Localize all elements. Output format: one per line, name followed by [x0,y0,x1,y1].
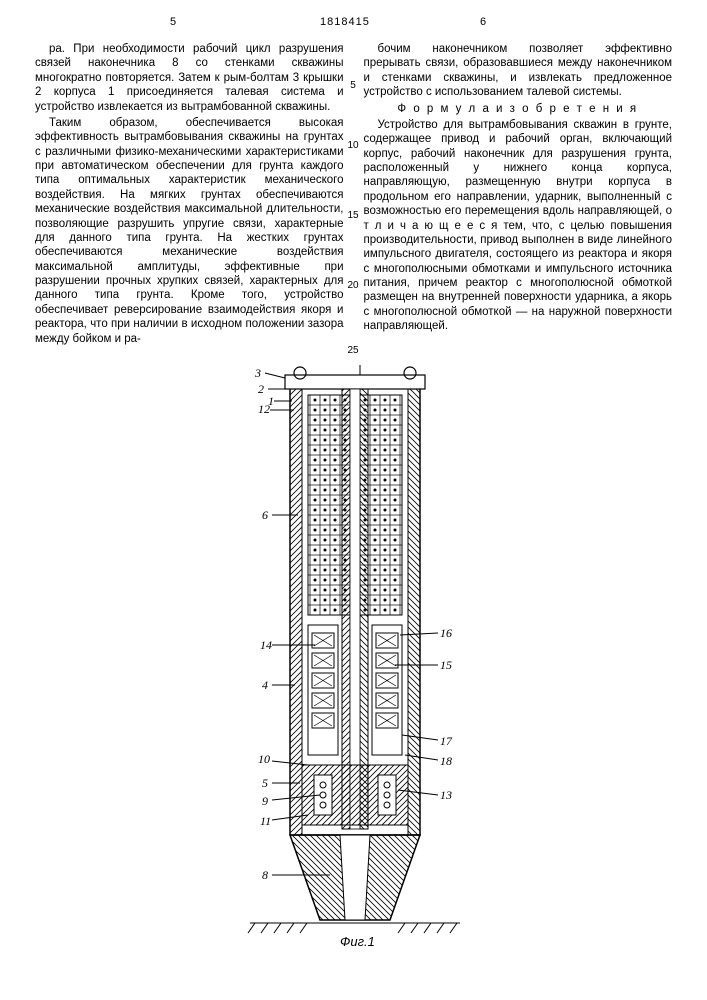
svg-text:18: 18 [440,754,452,768]
svg-text:2: 2 [258,382,264,396]
formula-title: Ф о р м у л а и з о б р е т е н и я [364,102,673,116]
svg-text:16: 16 [440,626,452,640]
svg-text:15: 15 [440,658,452,672]
line-number: 10 [345,140,361,153]
svg-text:7: 7 [357,365,364,366]
line-number: 25 [345,345,361,358]
svg-text:9: 9 [262,794,268,808]
svg-text:1: 1 [268,394,274,408]
paragraph: ра. При необходимости рабочий цикл разру… [35,42,344,114]
svg-text:3: 3 [254,366,261,380]
figure-1: 3 7 2 12 1 6 14 4 10 5 9 11 8 16 15 17 1… [230,365,480,955]
svg-text:11: 11 [260,814,271,828]
svg-text:13: 13 [440,788,452,802]
paragraph: бочим наконечником позволяет эффективно … [364,42,673,100]
patent-number: 1818415 [320,16,370,30]
line-number: 15 [345,210,361,223]
page-number-right: 6 [480,16,486,30]
svg-text:8: 8 [262,868,268,882]
left-column: ра. При необходимости рабочий цикл разру… [35,42,344,348]
line-number: 5 [345,80,361,93]
technical-drawing: 3 7 2 12 1 6 14 4 10 5 9 11 8 16 15 17 1… [230,365,480,955]
svg-text:10: 10 [258,752,270,766]
svg-text:6: 6 [262,508,268,522]
page-number-left: 5 [170,16,176,30]
paragraph: Устройство для вытрамбовывания скважин в… [364,118,673,334]
svg-text:4: 4 [262,678,268,692]
paragraph: Таким образом, обеспечивается высокая эф… [35,116,344,346]
page: 5 1818415 6 5 10 15 20 25 ра. При необхо… [0,0,707,1000]
svg-text:14: 14 [260,638,272,652]
svg-text:17: 17 [440,734,453,748]
line-number: 20 [345,280,361,293]
right-column: бочим наконечником позволяет эффективно … [364,42,673,348]
figure-caption: Фиг.1 [340,934,375,950]
svg-text:5: 5 [262,776,268,790]
